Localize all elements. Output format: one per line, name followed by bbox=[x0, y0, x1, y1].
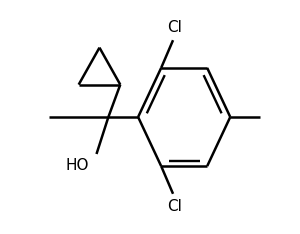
Text: Cl: Cl bbox=[167, 20, 182, 35]
Text: HO: HO bbox=[65, 158, 89, 173]
Text: Cl: Cl bbox=[167, 199, 182, 214]
